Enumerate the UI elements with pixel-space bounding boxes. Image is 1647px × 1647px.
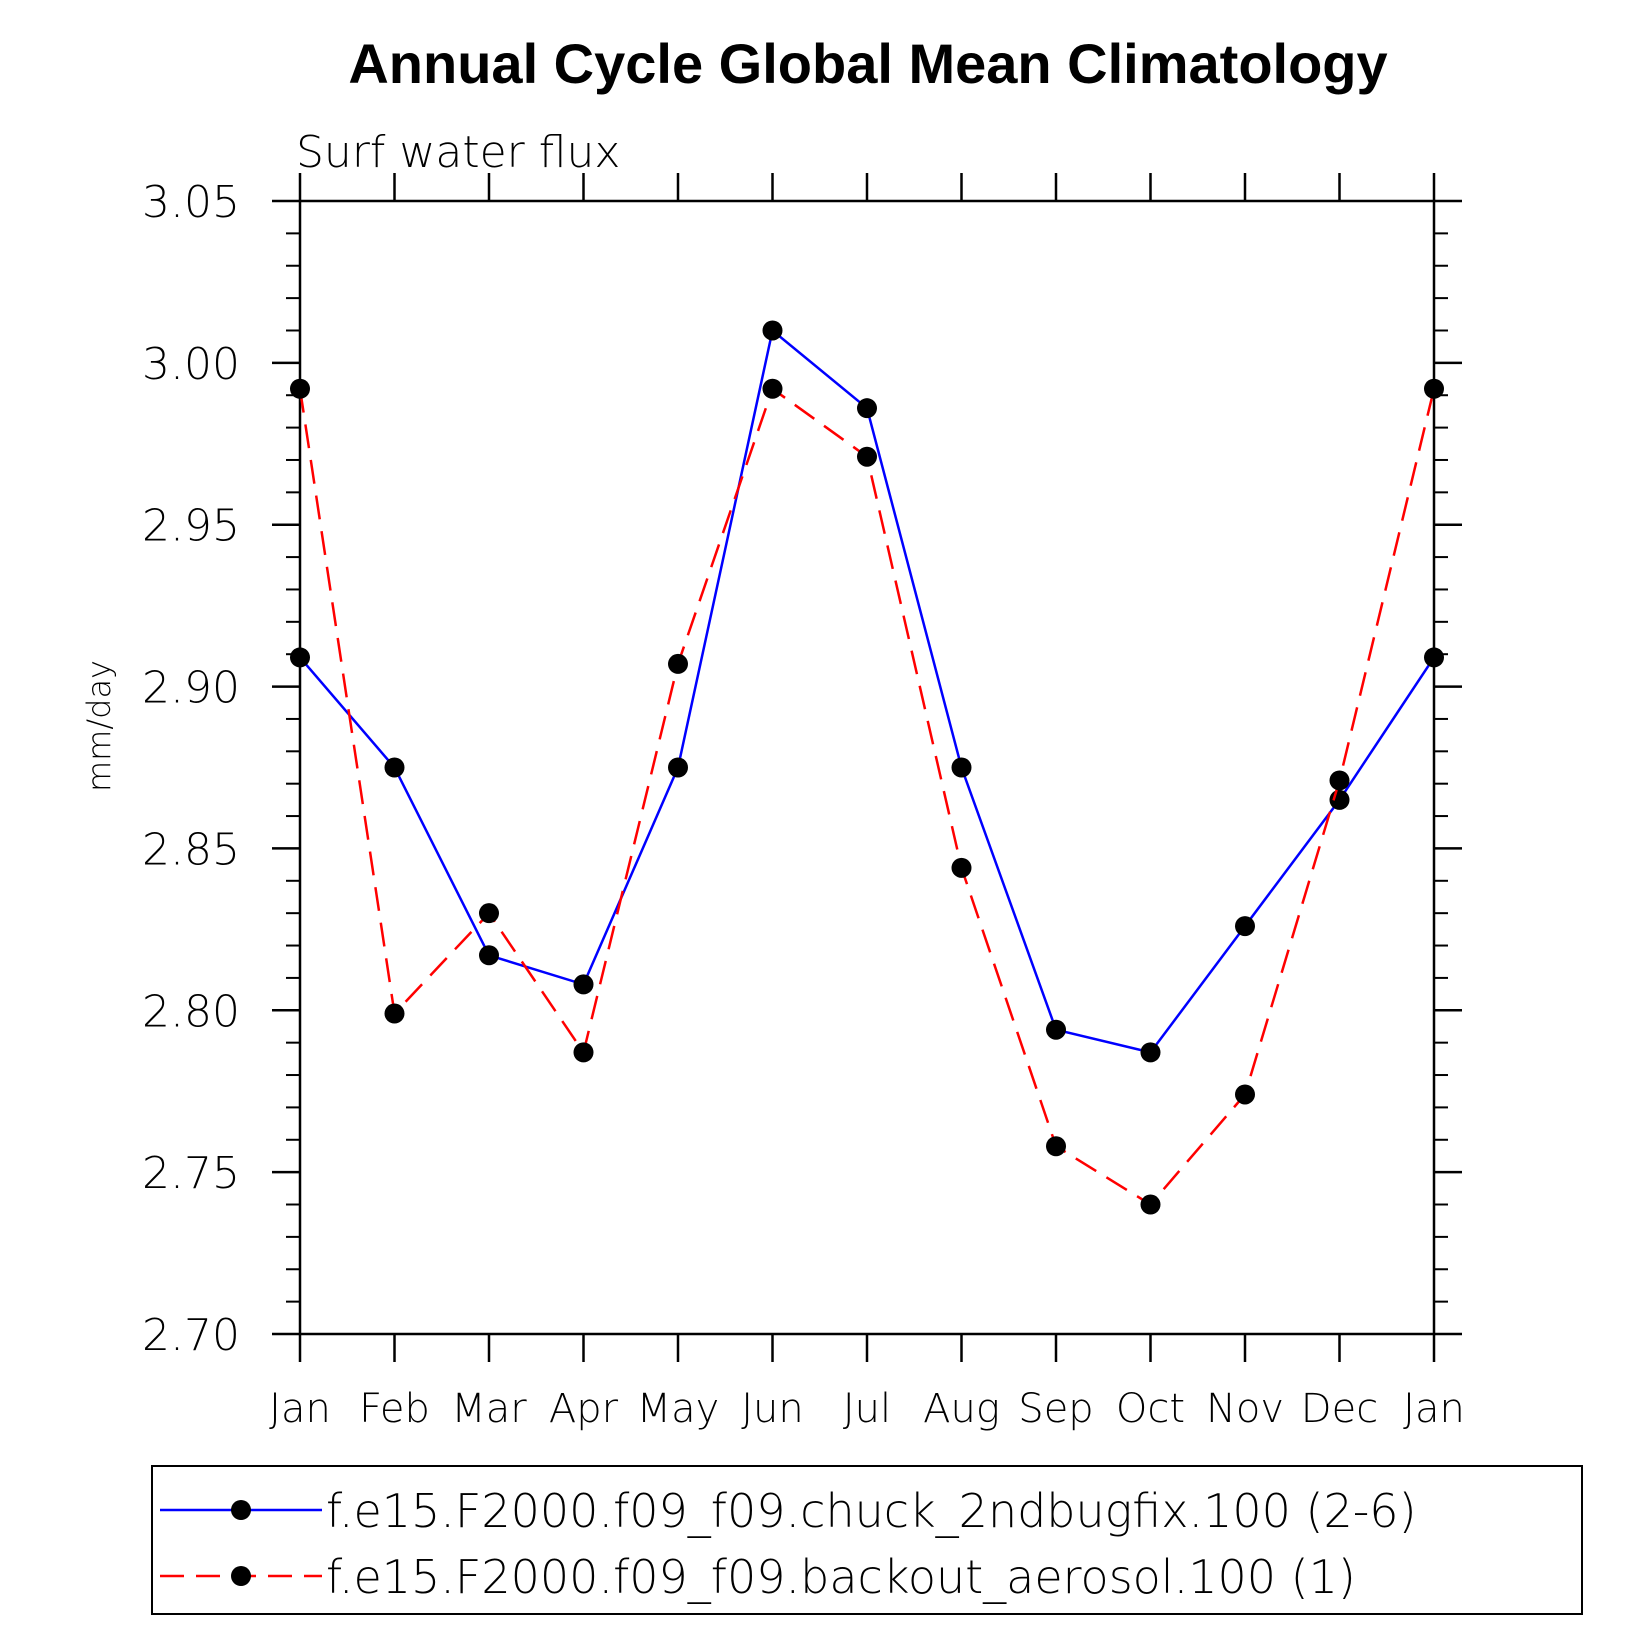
x-tick-label: Apr — [549, 1386, 619, 1432]
data-point — [762, 378, 783, 399]
data-point — [573, 974, 594, 995]
x-tick-label: Jan — [269, 1386, 331, 1432]
x-tick-label: Jun — [741, 1386, 804, 1432]
y-axis-label: mm/day — [80, 660, 118, 792]
chart-title: Annual Cycle Global Mean Climatology — [348, 32, 1387, 95]
series-line-0 — [299, 328, 1436, 1054]
data-point — [1235, 1084, 1255, 1105]
data-point — [951, 757, 972, 778]
x-tick-label: Sep — [1018, 1386, 1093, 1432]
data-point — [1046, 1019, 1066, 1040]
data-point — [573, 1042, 594, 1063]
x-tick-label: Nov — [1206, 1386, 1284, 1432]
y-tick-label: 2.85 — [142, 824, 240, 875]
data-point — [479, 945, 499, 966]
data-point — [1424, 647, 1444, 668]
series-1 — [290, 378, 1444, 1215]
data-point — [857, 446, 877, 467]
data-point — [668, 757, 688, 778]
y-tick-label: 2.80 — [142, 986, 240, 1037]
data-point — [1235, 916, 1255, 937]
series-0 — [290, 320, 1444, 1063]
x-tick-label: Mar — [451, 1386, 527, 1432]
legend-marker — [231, 1566, 251, 1586]
data-point — [857, 398, 877, 419]
y-tick-label: 2.70 — [142, 1310, 240, 1361]
data-point — [384, 757, 405, 778]
series-line-1 — [298, 386, 1436, 1207]
axes: 2.70 2.75 2.80 2.85 2.90 2.95 3.00 3.05 Jan Feb Ma… — [142, 173, 1465, 1432]
legend-marker — [231, 1500, 251, 1520]
data-point — [762, 320, 783, 341]
data-point — [384, 1003, 405, 1024]
y-tick-label: 3.05 — [142, 177, 240, 228]
x-tick-label: Jan — [1403, 1386, 1465, 1432]
legend-label: f.e15.F2000.f09_f09.chuck_2ndbugfix.100 … — [326, 1484, 1417, 1538]
data-point — [1329, 770, 1350, 791]
data-point — [1140, 1042, 1161, 1063]
x-tick-label: May — [637, 1386, 720, 1432]
y-tick-label: 2.95 — [142, 501, 240, 552]
data-point — [668, 653, 688, 674]
x-tick-label: Aug — [923, 1386, 1000, 1432]
data-point — [479, 903, 499, 924]
chart-subtitle: Surf water flux — [296, 127, 620, 178]
y-tick-label: 2.75 — [142, 1148, 240, 1199]
data-point — [951, 857, 972, 878]
series-layer — [290, 320, 1444, 1215]
legend: f.e15.F2000.f09_f09.chuck_2ndbugfix.100 … — [151, 1465, 1583, 1615]
x-tick-label: Feb — [359, 1386, 430, 1432]
legend-box — [151, 1465, 1583, 1615]
legend-label: f.e15.F2000.f09_f09.backout_aerosol.100 … — [326, 1550, 1356, 1604]
y-tick-label: 3.00 — [142, 339, 240, 390]
data-point — [1424, 378, 1444, 399]
data-point — [290, 378, 310, 399]
data-point — [290, 647, 310, 668]
x-tick-label: Jul — [843, 1386, 891, 1432]
y-tick-label: 2.90 — [142, 663, 240, 714]
plot-frame — [298, 199, 1436, 1336]
x-tick-label: Dec — [1301, 1386, 1378, 1432]
data-point — [1140, 1194, 1161, 1215]
x-tick-label: Oct — [1116, 1386, 1185, 1432]
data-point — [1046, 1136, 1066, 1157]
